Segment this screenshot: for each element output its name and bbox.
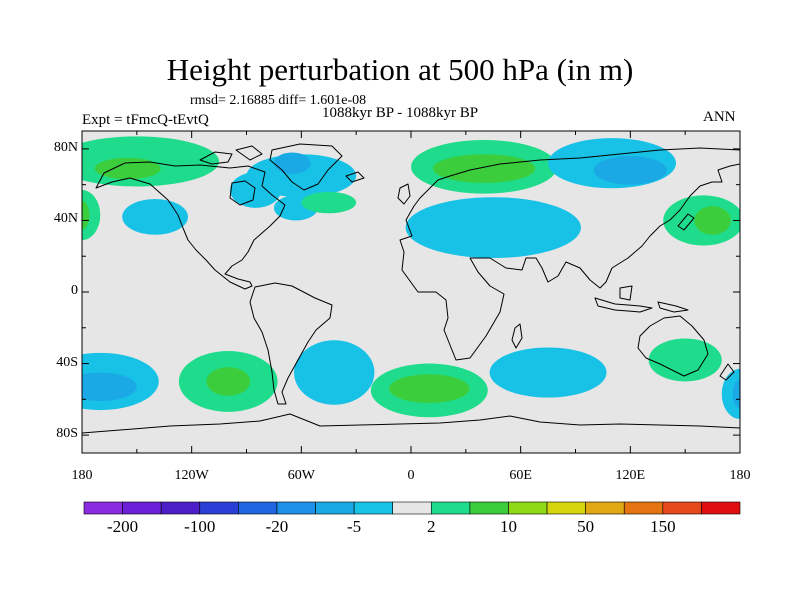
colorbar-swatch-13 [585,501,625,515]
lat-label-80N: 80N [53,139,78,155]
anomaly-region-16 [694,206,731,235]
lon-label-120E: 120E [615,468,646,483]
coastline-iceland [345,171,365,183]
coastline-japan [677,213,695,231]
anomaly-region-2 [82,190,101,241]
coastline-british-isles [397,183,411,205]
colorbar-label-2: 2 [427,517,436,536]
colorbar-swatch-16 [701,501,741,515]
anomaly-region-3 [82,200,90,230]
colorbar-swatch-11 [508,501,548,515]
colorbar-swatch-15 [662,501,702,515]
lat-label-40S: 40S [56,354,78,370]
anomaly-region-27 [732,379,740,409]
coastline-eurasia [399,147,740,361]
lon-label-180: 180 [729,468,751,483]
colorbar-label-150: 150 [650,517,676,536]
colorbar-swatch-9 [430,501,471,515]
colorbar-label--20: -20 [265,517,289,536]
season-label: ANN [703,109,736,125]
anomaly-region-9 [301,191,357,214]
anomaly-region-12 [405,197,581,259]
coastline-north-america [95,161,286,290]
anomaly-region-11 [432,154,536,183]
lat-label-0: 0 [71,283,78,298]
axis-ticks [81,131,741,453]
lon-label-0: 0 [407,468,415,483]
anomaly-region-4 [122,198,189,235]
anomaly-region-20 [206,367,251,396]
colorbar-swatch-12 [546,501,586,515]
anomaly-layer [82,136,740,420]
anomaly-region-1 [94,157,161,180]
anomaly-region-18 [82,372,137,402]
colorbar-label--100: -100 [184,517,216,536]
colorbar-swatch-3 [199,501,239,515]
lon-label-60E: 60E [509,468,532,483]
colorbar-swatch-7 [353,501,394,515]
coastline-layer [82,143,740,434]
anomaly-region-26 [721,368,740,420]
coastline-antarctica [82,413,740,434]
colorbar [83,501,741,515]
coastline-hudson-bay [229,180,256,206]
anomaly-region-14 [593,156,667,185]
coastline-arctic-islands [199,145,263,165]
colorbar-swatch-10 [469,501,509,515]
coastline-australia [637,315,709,377]
colorbar-label-50: 50 [577,517,595,536]
anomaly-region-24 [489,347,607,398]
lon-label-60W: 60W [287,468,315,483]
period-label: 1088kyr BP - 1088kyr BP [322,105,479,121]
anomaly-region-25 [648,338,722,382]
anomaly-region-6 [230,172,282,208]
colorbar-swatch-14 [623,501,664,515]
colorbar-swatch-8 [392,501,432,515]
colorbar-swatch-5 [276,501,316,515]
colorbar-swatch-1 [122,501,162,515]
anomaly-region-23 [389,374,470,403]
anomaly-region-7 [273,152,311,174]
plot-title: Height perturbation at 500 hPa (in m) [166,52,634,87]
coastline-greenland [269,143,343,191]
coastline-new-zealand [719,363,735,381]
coastline-madagascar [511,323,523,349]
experiment-label: Expt = tFmcQ-tEvtQ [82,112,209,128]
lat-label-80S: 80S [56,426,78,442]
colorbar-swatch-6 [315,501,355,515]
colorbar-label--200: -200 [106,517,139,536]
colorbar-swatch-0 [83,501,123,515]
coastline-indonesia [594,285,689,313]
rmsd-stats: rmsd= 2.16885 diff= 1.601e-08 [190,93,367,108]
colorbar-label--5: -5 [347,517,362,536]
colorbar-swatch-4 [238,501,278,515]
colorbar-label-10: 10 [499,517,517,536]
colorbar-swatch-2 [160,501,201,515]
lon-label-180: 180 [71,468,93,483]
anomaly-region-21 [294,340,375,405]
lat-label-40N: 40N [53,211,78,227]
coastline-south-america [249,282,333,405]
lon-label-120W: 120W [174,468,209,483]
